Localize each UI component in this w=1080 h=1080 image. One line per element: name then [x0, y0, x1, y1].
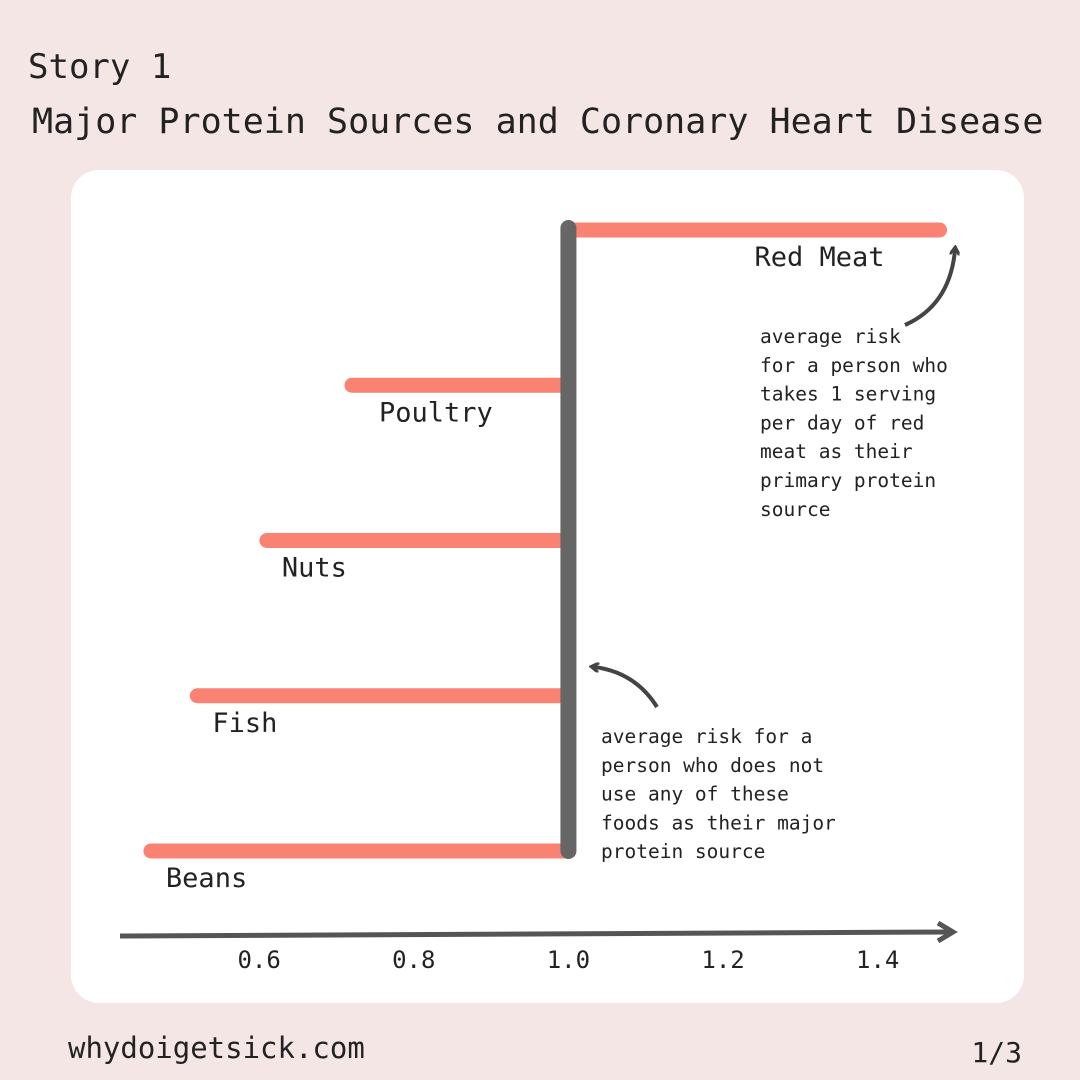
bar-label: Fish — [212, 708, 277, 739]
footer-page: 1/3 — [971, 1036, 1022, 1069]
annotation-arrow — [594, 667, 659, 709]
chart-title: Major Protein Sources and Coronary Heart… — [32, 102, 1043, 142]
x-axis — [119, 929, 951, 939]
annotation: person who does not — [601, 754, 824, 777]
annotation-arrow — [904, 250, 955, 327]
x-tick-label: 1.0 — [547, 946, 590, 974]
annotation: source — [760, 498, 830, 521]
x-tick-label: 0.8 — [392, 946, 435, 974]
annotation: primary protein — [760, 469, 936, 492]
x-tick-label: 1.4 — [856, 946, 899, 974]
story-label: Story 1 — [28, 47, 171, 87]
bar-label: Beans — [166, 863, 247, 894]
annotation: foods as their major — [601, 811, 836, 834]
x-tick-label: 1.2 — [701, 946, 744, 974]
x-tick-label: 0.6 — [237, 946, 280, 974]
card — [71, 170, 1024, 1003]
annotation: takes 1 serving — [760, 383, 936, 406]
annotation: average risk — [760, 325, 901, 348]
annotation: average risk for a — [601, 725, 812, 748]
annotation: protein source — [601, 840, 765, 863]
bar-label: Nuts — [282, 553, 347, 584]
x-axis-arrow — [936, 920, 958, 944]
annotation: per day of red — [760, 411, 924, 434]
bar-label: Poultry — [379, 397, 493, 428]
footer-site: whydoigetsick.com — [68, 1031, 365, 1065]
annotation: for a person who — [760, 354, 948, 377]
annotation: use any of these — [601, 783, 789, 806]
bar-label: Red Meat — [754, 242, 884, 273]
annotation: meat as their — [760, 440, 913, 463]
